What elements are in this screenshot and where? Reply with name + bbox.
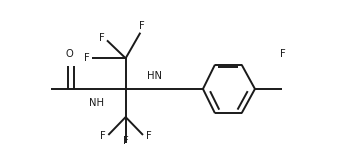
Text: F: F: [100, 131, 106, 141]
Text: F: F: [84, 53, 90, 63]
Text: F: F: [280, 49, 286, 59]
Text: NH: NH: [89, 98, 104, 108]
Text: F: F: [123, 136, 129, 146]
Text: O: O: [66, 49, 74, 59]
Text: F: F: [146, 131, 151, 141]
Text: HN: HN: [148, 71, 162, 81]
Text: F: F: [99, 34, 104, 43]
Text: F: F: [139, 21, 144, 31]
